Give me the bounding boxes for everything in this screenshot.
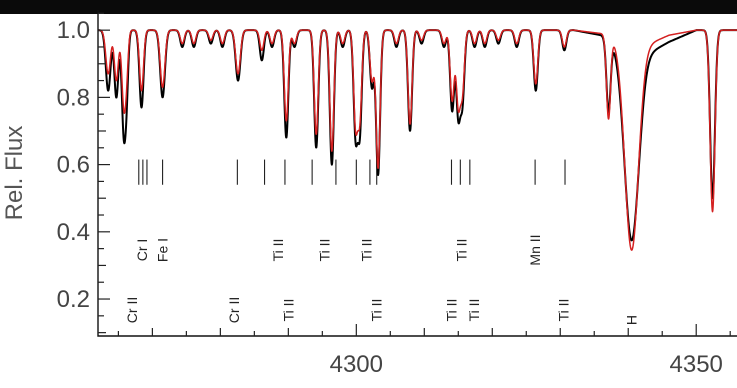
y-tick-label: 1.0 xyxy=(57,17,90,44)
y-axis-label: Rel. Flux xyxy=(1,126,28,221)
x-tick-label: 4350 xyxy=(670,351,723,378)
axes: 0.2 0.4 0.6 0.8 1.0 4300 4350 Rel. Flux xyxy=(1,10,737,378)
y-tick-label: 0.6 xyxy=(57,152,90,179)
line-id-label: Ti II xyxy=(454,239,470,262)
line-id-label: Ti II xyxy=(316,239,332,262)
line-id-label: Mn II xyxy=(527,234,543,265)
line-id-label: Ti II xyxy=(369,299,385,322)
line-id-label: Ti II xyxy=(270,239,286,262)
spectrum-series-1 xyxy=(98,29,737,251)
line-id-label: Cr II xyxy=(226,297,242,323)
y-tick-label: 0.4 xyxy=(57,219,90,246)
line-id-label: Cr I xyxy=(134,239,150,262)
y-tick-label: 0.2 xyxy=(57,286,90,313)
line-id-label: Ti II xyxy=(443,299,459,322)
line-identification-annotations: Cr I Fe I Ti II Ti II Ti II Ti II Mn II Cr II Cr… xyxy=(124,159,640,325)
top-dark-strip xyxy=(0,0,737,14)
y-tick-label: 0.8 xyxy=(57,84,90,111)
x-tick-label: 4300 xyxy=(330,351,383,378)
line-id-label: H xyxy=(624,315,640,325)
line-id-label: Cr II xyxy=(124,297,140,323)
line-id-label: Ti II xyxy=(280,299,296,322)
line-id-label: Ti II xyxy=(466,299,482,322)
line-id-label: Fe I xyxy=(155,238,171,262)
line-id-label: Ti II xyxy=(359,239,375,262)
axes-frame xyxy=(97,10,737,337)
line-id-label: Ti II xyxy=(556,299,572,322)
plot-area xyxy=(98,29,737,251)
